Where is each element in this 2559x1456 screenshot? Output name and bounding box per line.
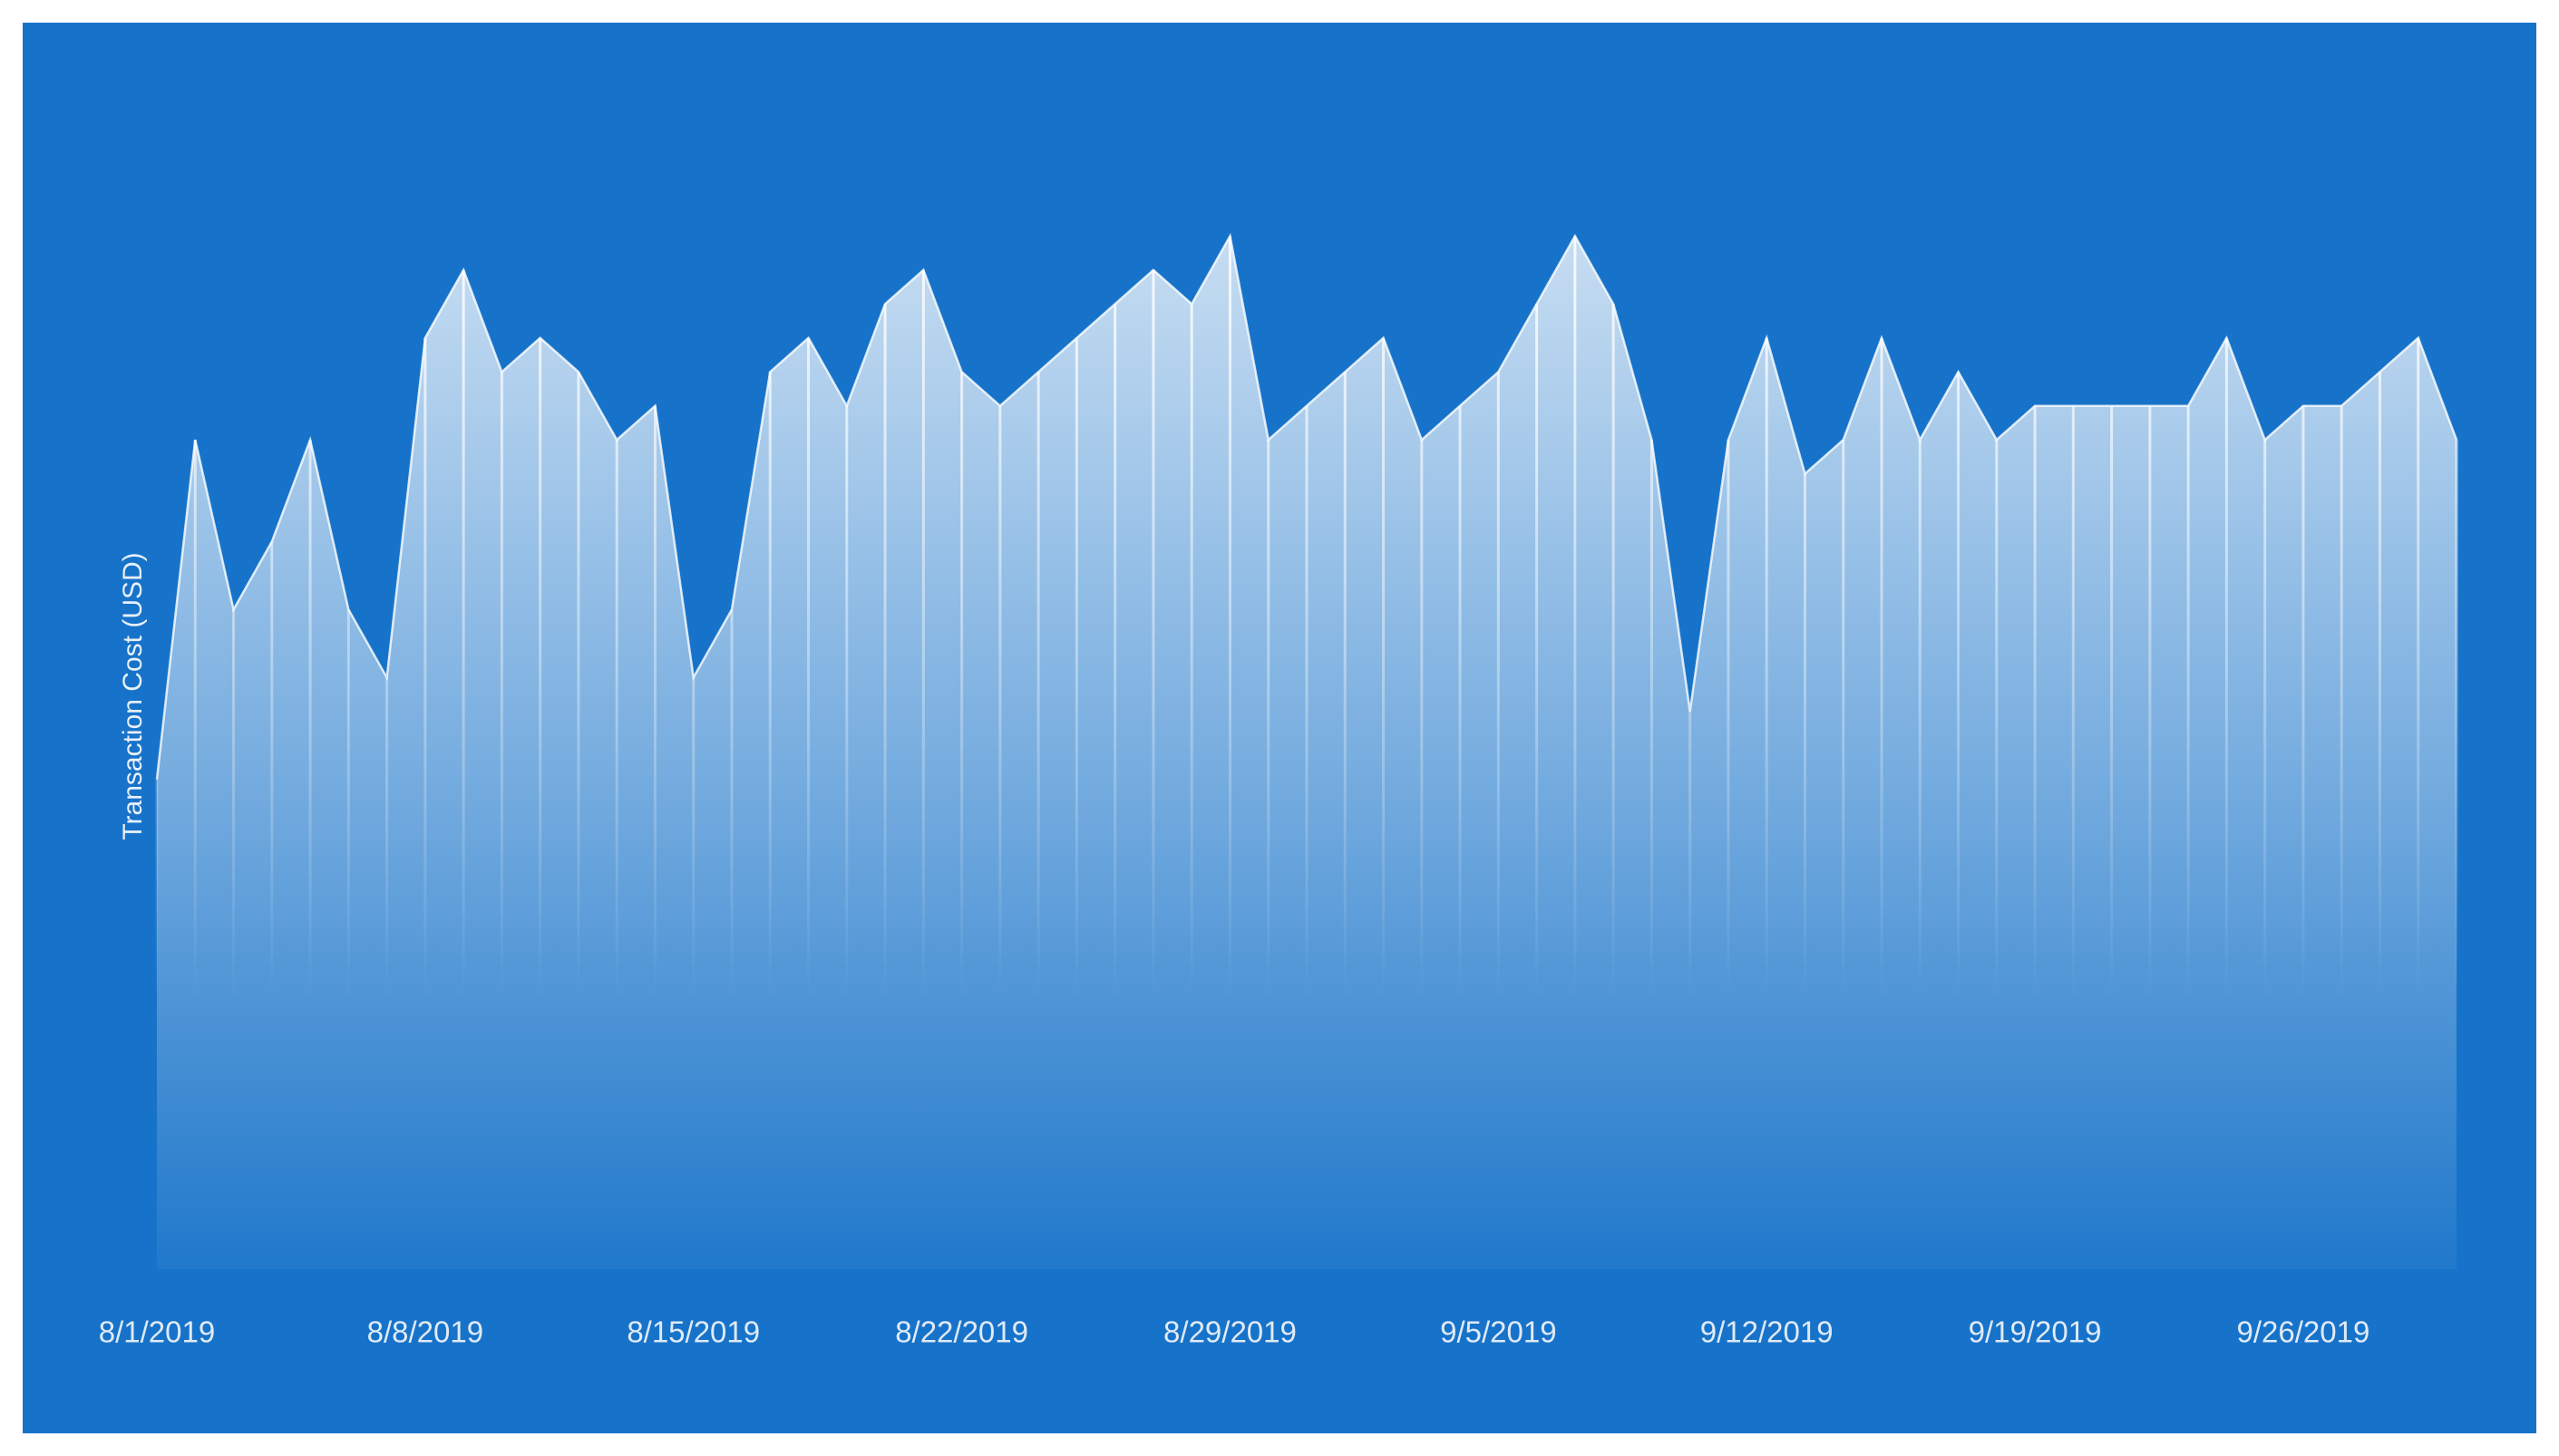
x-tick-label: 8/29/2019 xyxy=(1163,1315,1297,1349)
area-outline xyxy=(155,232,2458,780)
x-tick-label: 8/15/2019 xyxy=(627,1315,760,1349)
x-tick-label: 9/5/2019 xyxy=(1440,1315,1556,1349)
x-tick-label: 8/1/2019 xyxy=(99,1315,215,1349)
x-tick-label: 8/22/2019 xyxy=(895,1315,1028,1349)
x-tick-label: 9/26/2019 xyxy=(2237,1315,2370,1349)
x-tick-label: 9/19/2019 xyxy=(1969,1315,2102,1349)
x-tick-label: 8/8/2019 xyxy=(367,1315,483,1349)
y-axis-label: Transaction Cost (USD) xyxy=(118,552,148,840)
x-tick-label: 9/12/2019 xyxy=(1700,1315,1834,1349)
